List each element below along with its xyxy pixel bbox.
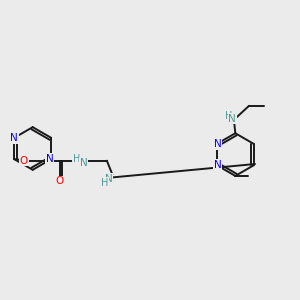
Text: N: N [46, 154, 53, 164]
Text: H: H [73, 154, 80, 164]
Text: N: N [214, 139, 221, 149]
Text: O: O [20, 156, 28, 166]
Text: N: N [80, 158, 88, 168]
Text: H: H [101, 178, 108, 188]
Text: H: H [225, 111, 232, 121]
Text: N: N [10, 133, 18, 143]
Text: N: N [105, 174, 112, 184]
Text: O: O [56, 176, 64, 186]
Text: N: N [228, 114, 236, 124]
Text: N: N [214, 160, 221, 170]
